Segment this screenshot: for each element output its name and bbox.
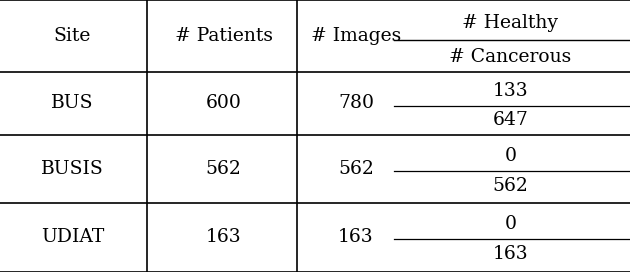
Text: 647: 647 xyxy=(493,111,528,129)
Text: 562: 562 xyxy=(338,160,374,178)
Text: 562: 562 xyxy=(206,160,241,178)
Text: 600: 600 xyxy=(206,94,241,112)
Text: 133: 133 xyxy=(493,82,528,100)
Text: BUS: BUS xyxy=(51,94,94,112)
Text: UDIAT: UDIAT xyxy=(41,228,104,246)
Text: # Images: # Images xyxy=(311,27,401,45)
Text: 163: 163 xyxy=(493,245,528,263)
Text: # Patients: # Patients xyxy=(175,27,273,45)
Text: 562: 562 xyxy=(493,177,528,195)
Text: BUSIS: BUSIS xyxy=(41,160,104,178)
Text: # Cancerous: # Cancerous xyxy=(449,48,571,66)
Text: Site: Site xyxy=(54,27,91,45)
Text: 0: 0 xyxy=(504,215,517,233)
Text: 780: 780 xyxy=(338,94,374,112)
Text: # Healthy: # Healthy xyxy=(462,14,558,32)
Text: 163: 163 xyxy=(206,228,241,246)
Text: 0: 0 xyxy=(504,147,517,165)
Text: 163: 163 xyxy=(338,228,374,246)
